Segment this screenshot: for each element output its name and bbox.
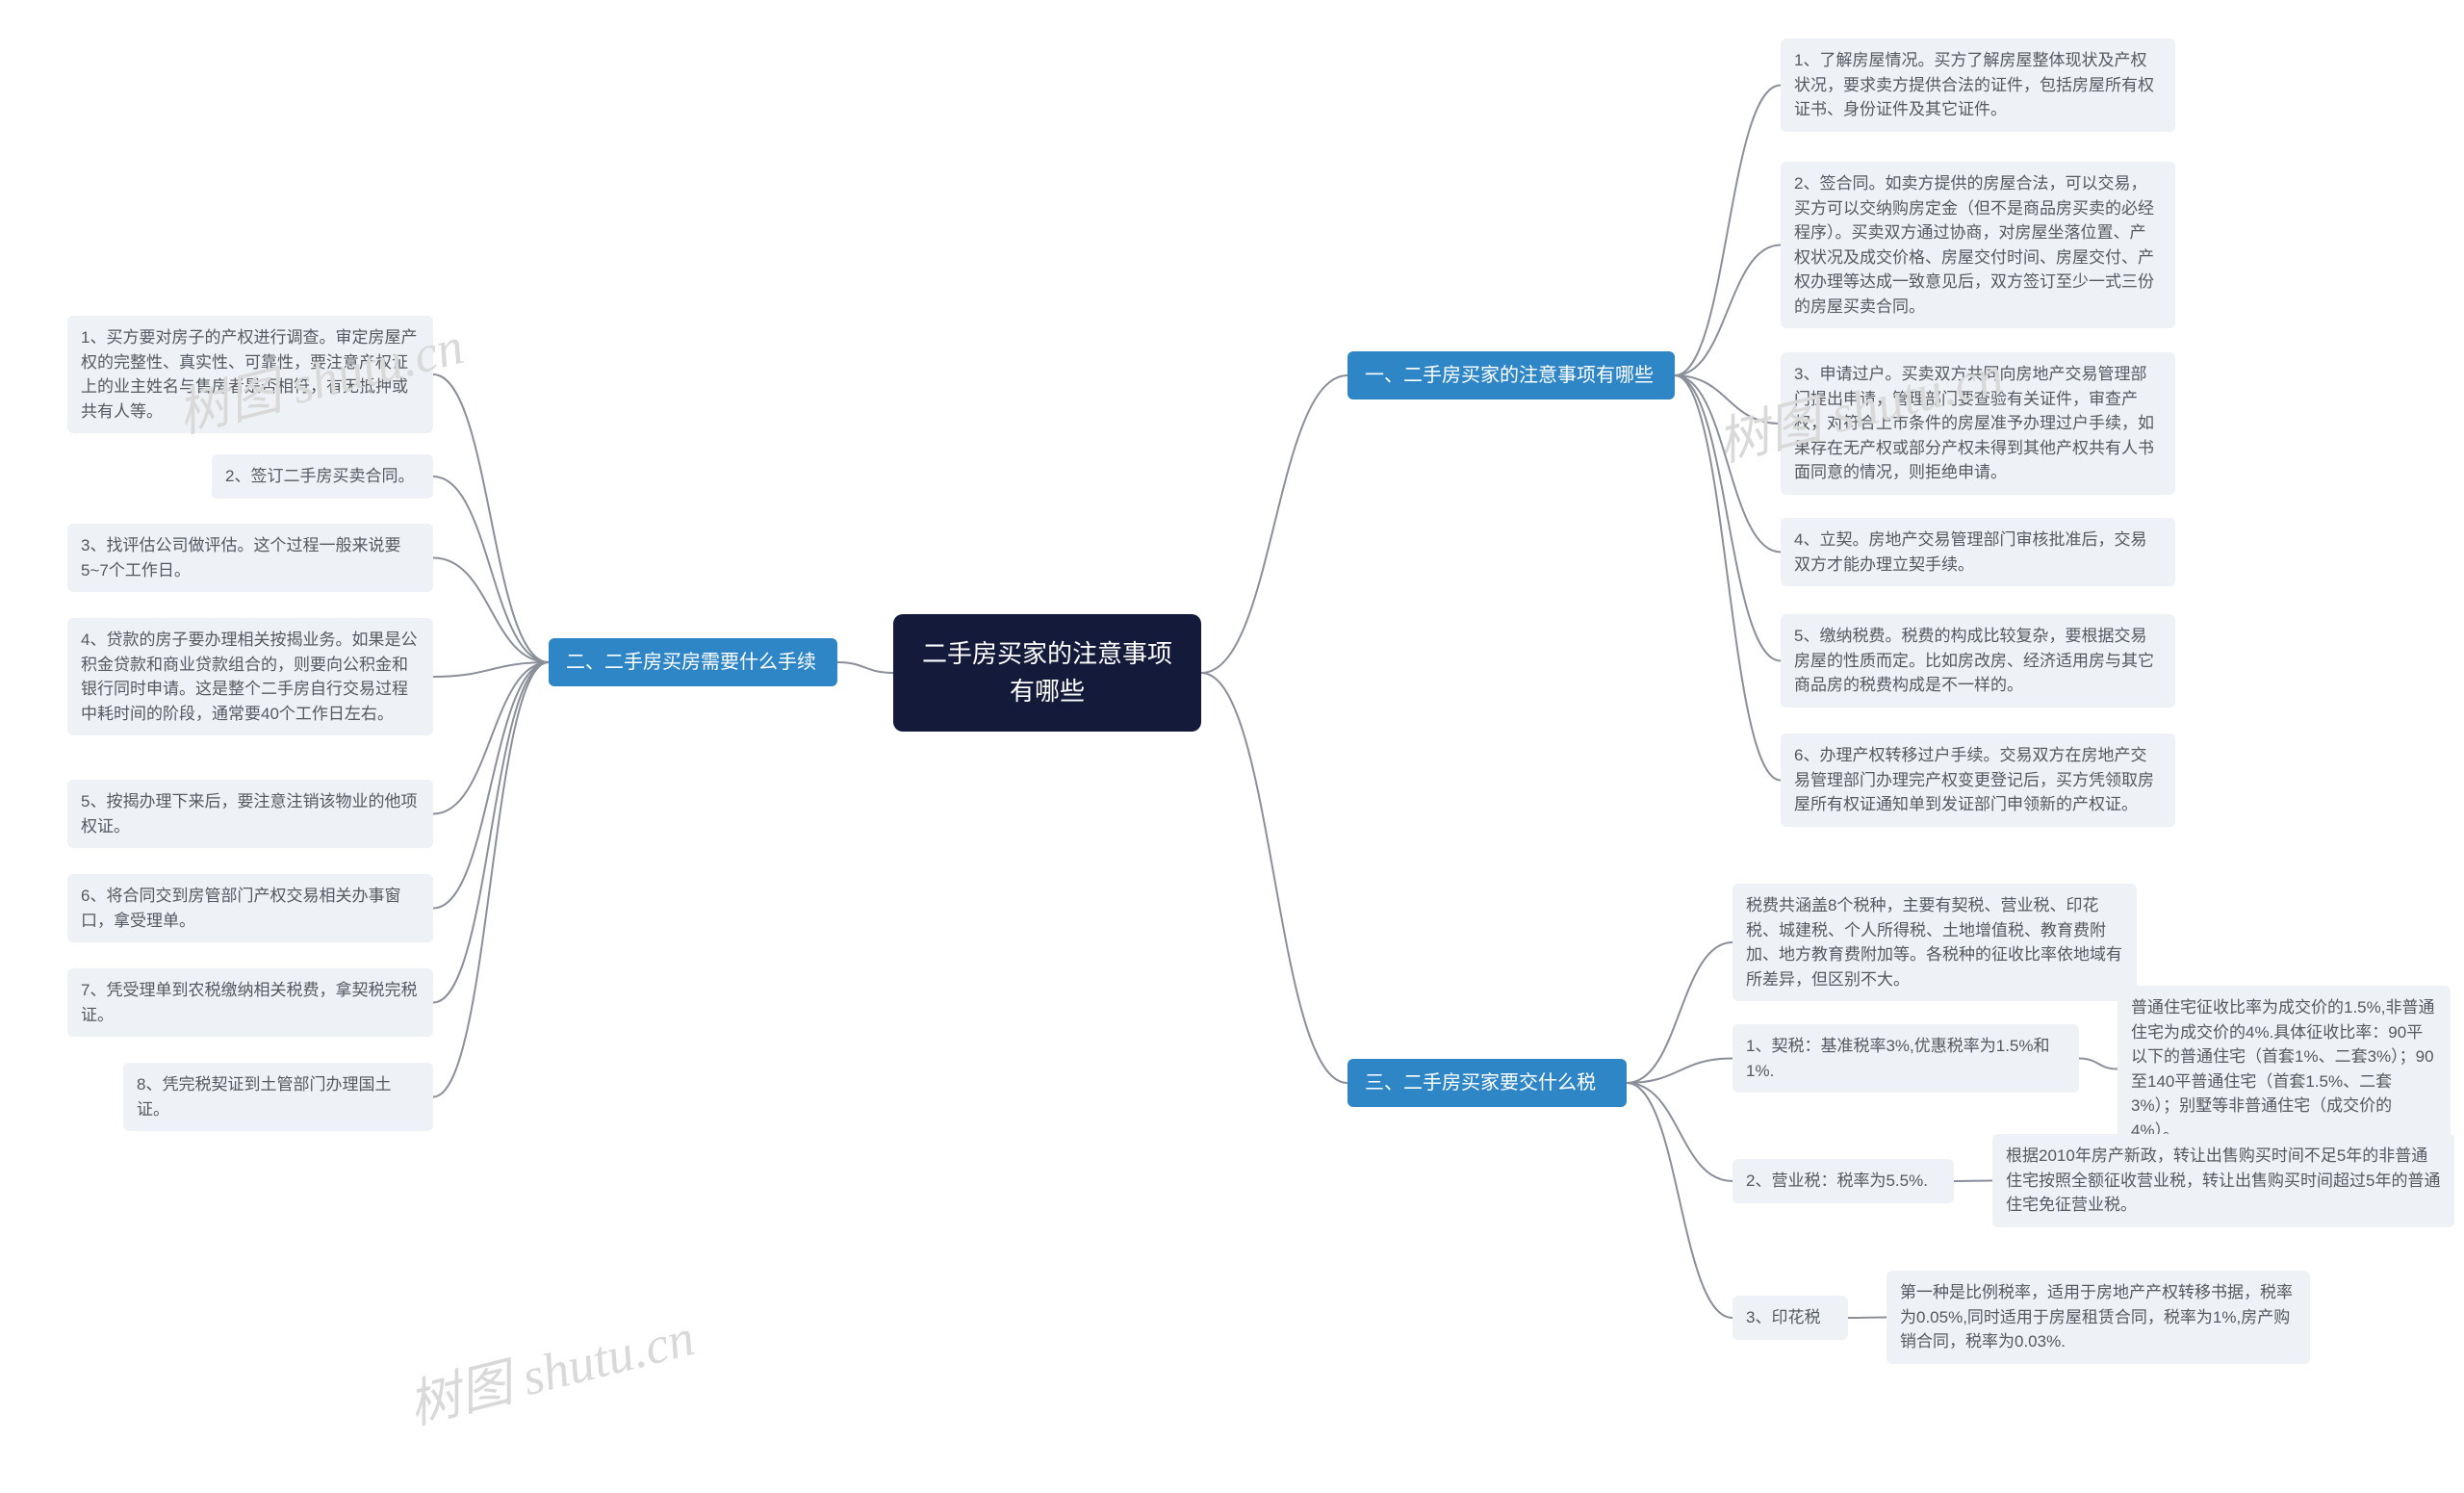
leaf-node: 普通住宅征收比率为成交价的1.5%,非普通住宅为成交价的4%.具体征收比率：90… [2118,986,2451,1152]
node-label: 1、契税：基准税率3%,优惠税率为1.5%和1%. [1746,1037,2050,1080]
node-label: 二手房买家的注意事项有哪些 [922,639,1172,706]
node-label: 5、缴纳税费。税费的构成比较复杂，要根据交易房屋的性质而定。比如房改房、经济适用… [1794,627,2154,694]
leaf-node: 1、了解房屋情况。买方了解房屋整体现状及产权状况，要求卖方提供合法的证件，包括房… [1781,39,2175,132]
edge [1675,245,1781,376]
leaf-node: 3、印花税 [1732,1296,1848,1340]
root-node: 二手房买家的注意事项有哪些 [893,614,1201,732]
leaf-node: 7、凭受理单到农税缴纳相关税费，拿契税完税证。 [67,968,433,1037]
edge [433,662,549,677]
leaf-node: 6、办理产权转移过户手续。交易双方在房地产交易管理部门办理完产权变更登记后，买方… [1781,734,2175,827]
edge [1675,375,1781,553]
edge [1627,1083,1732,1318]
edge [1954,1181,1992,1182]
node-label: 6、办理产权转移过户手续。交易双方在房地产交易管理部门办理完产权变更登记后，买方… [1794,746,2154,813]
node-label: 2、营业税：税率为5.5%. [1746,1171,1928,1190]
edge [2079,1059,2118,1069]
node-label: 2、签合同。如卖方提供的房屋合法，可以交易，买方可以交纳购房定金（但不是商品房买… [1794,174,2154,316]
node-label: 一、二手房买家的注意事项有哪些 [1365,365,1654,386]
node-label: 普通住宅征收比率为成交价的1.5%,非普通住宅为成交价的4%.具体征收比率：90… [2131,998,2434,1140]
leaf-node: 1、买方要对房子的产权进行调查。审定房屋产权的完整性、真实性、可靠性，要注意产权… [67,316,433,433]
branch-node: 一、二手房买家的注意事项有哪些 [1348,351,1675,399]
leaf-node: 8、凭完税契证到土管部门办理国土证。 [123,1063,433,1131]
leaf-node: 5、缴纳税费。税费的构成比较复杂，要根据交易房屋的性质而定。比如房改房、经济适用… [1781,614,2175,708]
node-label: 3、找评估公司做评估。这个过程一般来说要5~7个工作日。 [81,536,400,579]
node-label: 1、买方要对房子的产权进行调查。审定房屋产权的完整性、真实性、可靠性，要注意产权… [81,328,417,421]
node-label: 税费共涵盖8个税种，主要有契税、营业税、印花税、城建税、个人所得税、土地增值税、… [1746,896,2122,989]
node-label: 第一种是比例税率，适用于房地产产权转移书据，税率为0.05%,同时适用于房屋租赁… [1900,1283,2293,1351]
node-label: 4、立契。房地产交易管理部门审核批准后，交易双方才能办理立契手续。 [1794,530,2146,574]
node-label: 1、了解房屋情况。买方了解房屋整体现状及产权状况，要求卖方提供合法的证件，包括房… [1794,51,2154,118]
leaf-node: 2、签订二手房买卖合同。 [212,454,433,499]
edge [837,662,893,673]
edge [1627,1059,1732,1084]
edge [433,662,549,909]
leaf-node: 3、找评估公司做评估。这个过程一般来说要5~7个工作日。 [67,524,433,592]
edge [433,558,549,663]
node-label: 7、凭受理单到农税缴纳相关税费，拿契税完税证。 [81,981,417,1024]
leaf-node: 1、契税：基准税率3%,优惠税率为1.5%和1%. [1732,1024,2079,1093]
edge [1675,375,1781,661]
node-label: 3、申请过户。买卖双方共同向房地产交易管理部门提出申请，管理部门要查验有关证件，… [1794,365,2154,481]
branch-node: 三、二手房买家要交什么税 [1348,1059,1627,1107]
leaf-node: 第一种是比例税率，适用于房地产产权转移书据，税率为0.05%,同时适用于房屋租赁… [1886,1271,2310,1364]
leaf-node: 2、营业税：税率为5.5%. [1732,1159,1954,1203]
branch-node: 二、二手房买房需要什么手续 [549,638,837,686]
edge [1675,375,1781,781]
leaf-node: 2、签合同。如卖方提供的房屋合法，可以交易，买方可以交纳购房定金（但不是商品房买… [1781,162,2175,328]
leaf-node: 5、按揭办理下来后，要注意注销该物业的他项权证。 [67,780,433,848]
node-label: 2、签订二手房买卖合同。 [225,467,414,485]
leaf-node: 税费共涵盖8个税种，主要有契税、营业税、印花税、城建税、个人所得税、土地增值税、… [1732,884,2137,1001]
leaf-node: 6、将合同交到房管部门产权交易相关办事窗口，拿受理单。 [67,874,433,942]
edge [1675,86,1781,376]
edge [1675,375,1781,424]
edge [1201,375,1348,673]
edge [1201,673,1348,1083]
mindmap-canvas: 二手房买家的注意事项有哪些 一、二手房买家的注意事项有哪些 1、了解房屋情况。买方了… [0,0,2464,1493]
watermark: 树图 shutu.cn [399,1295,701,1439]
leaf-node: 3、申请过户。买卖双方共同向房地产交易管理部门提出申请，管理部门要查验有关证件，… [1781,352,2175,495]
node-label: 3、印花税 [1746,1308,1820,1326]
edge [1627,942,1732,1083]
node-label: 根据2010年房产新政，转让出售购买时间不足5年的非普通住宅按照全额征收营业税，… [2006,1146,2440,1214]
edge [433,662,549,1003]
edge [433,374,549,662]
edge [1627,1083,1732,1181]
node-label: 6、将合同交到房管部门产权交易相关办事窗口，拿受理单。 [81,887,400,930]
edge [1848,1318,1886,1319]
node-label: 4、贷款的房子要办理相关按揭业务。如果是公积金贷款和商业贷款组合的，则要向公积金… [81,631,417,723]
node-label: 二、二手房买房需要什么手续 [566,652,816,673]
leaf-node: 根据2010年房产新政，转让出售购买时间不足5年的非普通住宅按照全额征收营业税，… [1992,1134,2454,1227]
edge [433,662,549,1097]
node-label: 5、按揭办理下来后，要注意注销该物业的他项权证。 [81,792,417,836]
node-label: 三、二手房买家要交什么税 [1365,1072,1596,1094]
node-label: 8、凭完税契证到土管部门办理国土证。 [137,1075,391,1119]
edge [433,476,549,662]
leaf-node: 4、立契。房地产交易管理部门审核批准后，交易双方才能办理立契手续。 [1781,518,2175,586]
leaf-node: 4、贷款的房子要办理相关按揭业务。如果是公积金贷款和商业贷款组合的，则要向公积金… [67,618,433,735]
edge [433,662,549,814]
